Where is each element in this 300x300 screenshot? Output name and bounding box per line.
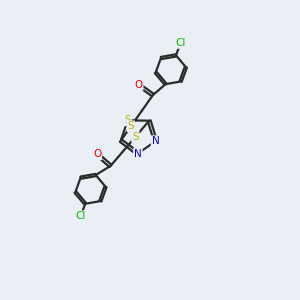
Text: S: S [128,121,134,131]
Text: S: S [132,132,139,142]
Text: O: O [134,80,142,90]
Text: N: N [152,136,159,146]
Text: O: O [93,149,101,159]
Text: N: N [134,148,142,158]
Text: Cl: Cl [76,211,86,221]
Text: Cl: Cl [176,38,186,48]
Text: S: S [124,115,131,125]
